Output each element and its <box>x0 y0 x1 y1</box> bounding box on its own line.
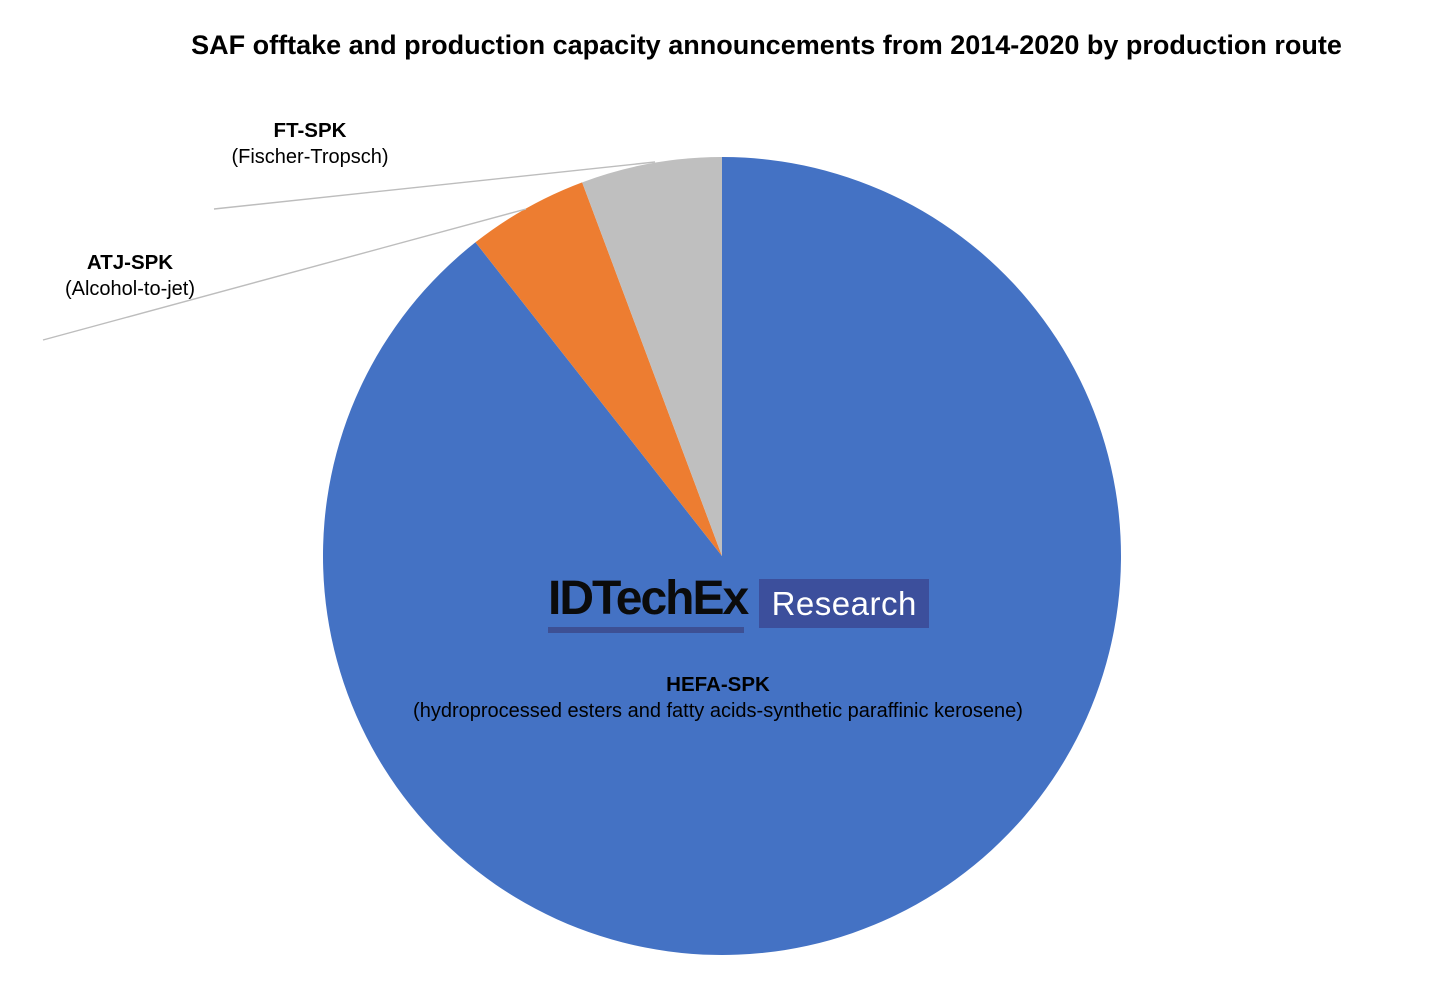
idtechex-underline-bar <box>548 626 744 633</box>
idtechex-research-logo: IDTechEx Research <box>548 572 930 633</box>
leader-line-ft-spk <box>213 161 656 210</box>
label-hefa-spk-sublabel: (hydroprocessed esters and fatty acids-s… <box>413 700 1023 723</box>
label-ft-spk: FT-SPK (Fischer-Tropsch) <box>165 117 455 170</box>
idtechex-brand-text: IDTechEx <box>548 572 749 625</box>
label-atj-spk-name: ATJ-SPK <box>86 251 174 274</box>
pie-slices-group <box>322 157 1121 955</box>
label-atj-spk: ATJ-SPK (Alcohol-to-jet) <box>5 249 255 302</box>
label-atj-spk-sublabel: (Alcohol-to-jet) <box>64 278 196 301</box>
leader-line-atj-spk <box>42 208 527 341</box>
research-text: Research <box>771 584 917 622</box>
label-hefa-spk: HEFA-SPK (hydroprocessed esters and fatt… <box>408 671 1028 724</box>
leader-lines-group <box>42 161 656 341</box>
label-ft-spk-sublabel: (Fischer-Tropsch) <box>231 146 389 169</box>
label-ft-spk-name: FT-SPK <box>273 119 347 142</box>
label-hefa-spk-name: HEFA-SPK <box>666 673 770 696</box>
pie-slice-ft-spk <box>582 157 722 556</box>
pie-slice-hefa-spk <box>322 157 1121 955</box>
chart-title: SAF offtake and production capacity anno… <box>191 30 1342 60</box>
pie-slice-atj-spk <box>475 182 722 556</box>
idtechex-wordmark: IDTechEx <box>548 572 749 633</box>
research-box: Research <box>759 579 930 628</box>
